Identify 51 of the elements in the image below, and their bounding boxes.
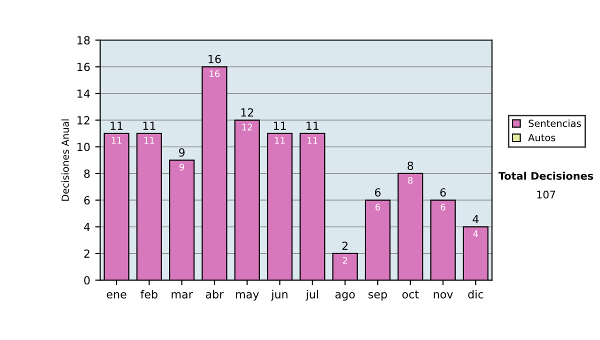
x-tick-label: dic [468,290,484,298]
data-label: 11 [144,137,154,144]
data-label: 11 [308,137,318,144]
y-tick-label: 16 [78,62,90,72]
total-label: 11 [143,122,156,130]
total-label: 2 [342,242,348,250]
text: Total Decisiones [498,172,594,180]
y-tick-label: 0 [84,276,90,285]
x-tick-label: ene [106,292,126,298]
data-label: 4 [473,230,478,238]
total-label: 9 [178,148,185,157]
total-label: 8 [408,162,414,170]
x-tick-label: feb [140,290,158,298]
y-tick-label: 12 [78,116,90,124]
data-label: 9 [180,164,184,170]
x-tick-label: jul [306,290,318,301]
y-tick-label: 10 [78,142,90,152]
y-tick-label: 14 [78,90,90,98]
legend-label: Autos [528,134,556,142]
y-tick-label: 4 [84,222,90,232]
x-tick-label: nov [434,292,453,298]
data-label: 11 [112,137,122,144]
total-label: 6 [374,188,381,197]
total-label: 11 [274,122,286,130]
x-tick-label: mar [172,292,193,298]
x-tick-label: sep [368,292,387,301]
total-label: 6 [440,188,446,197]
x-tick-label: ago [335,292,355,301]
text: 107 [537,190,556,199]
legend-label: Sentencias [528,119,581,128]
y-axis-title: Decisiones Anual [61,119,69,201]
data-label: 8 [408,176,413,184]
data-label: 6 [375,204,380,210]
y-tick-label: 2 [84,249,90,258]
data-label: 16 [210,70,220,78]
x-tick-label: oct [402,290,419,298]
total-label: 16 [208,54,221,64]
data-label: 12 [242,124,252,130]
total-label: 12 [241,108,254,116]
total-label: 11 [306,122,318,130]
data-label: 2 [342,256,348,264]
y-tick-label: 6 [84,196,90,205]
x-tick-label: jun [270,290,288,301]
total-label: 4 [472,215,479,224]
y-tick-label: 18 [78,36,90,44]
x-tick-label: may [236,292,259,301]
total-label: 11 [110,122,123,130]
data-label: 6 [440,204,446,210]
data-label: 11 [275,137,285,144]
x-tick-label: abr [206,290,224,298]
y-tick-label: 8 [84,169,90,178]
